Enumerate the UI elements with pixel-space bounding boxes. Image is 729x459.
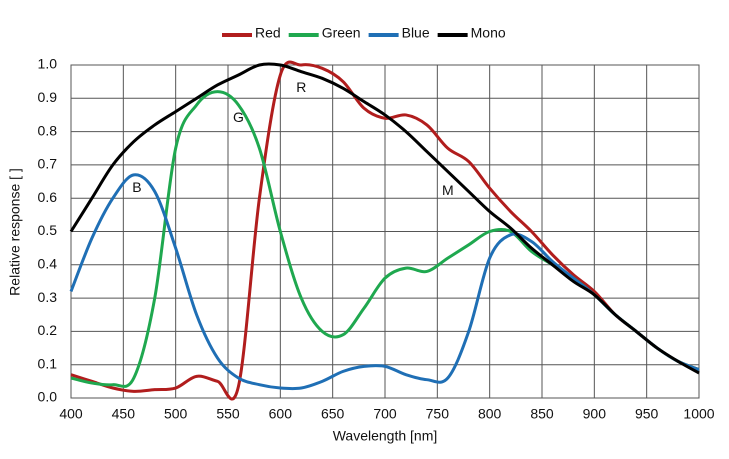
series-line (69, 62, 700, 375)
x-axis-label: Wavelength [nm] (333, 428, 438, 444)
x-tick-label: 900 (583, 406, 607, 422)
annotation: R (296, 79, 306, 95)
legend-label: Blue (402, 25, 430, 41)
x-tick-label: 700 (373, 406, 397, 422)
legend-label: Red (255, 25, 281, 41)
x-tick-label: 850 (530, 406, 554, 422)
x-tick-label: 950 (635, 406, 659, 422)
y-tick-label: 0.1 (38, 355, 58, 371)
y-tick-label: 0.9 (38, 89, 58, 105)
x-tick-label: 400 (59, 406, 83, 422)
x-tick-label: 550 (216, 406, 240, 422)
x-tick-label: 1000 (683, 406, 714, 422)
x-tick-label: 450 (112, 406, 136, 422)
y-tick-label: 0.2 (38, 322, 58, 338)
y-tick-label: 0.0 (38, 389, 58, 405)
series-line (70, 60, 700, 401)
x-tick-label: 500 (164, 406, 188, 422)
x-tick-label: 600 (269, 406, 293, 422)
y-tick-label: 0.4 (38, 256, 58, 272)
annotation: M (442, 182, 454, 198)
legend-label: Mono (471, 25, 506, 41)
annotation: G (233, 109, 244, 125)
y-tick-label: 1.0 (38, 56, 58, 72)
legend-label: Green (322, 25, 361, 41)
y-tick-label: 0.3 (38, 289, 58, 305)
x-tick-label: 750 (426, 406, 450, 422)
y-tick-label: 0.7 (38, 156, 58, 172)
y-tick-label: 0.5 (38, 222, 58, 238)
annotation: B (132, 179, 141, 195)
x-tick-label: 650 (321, 406, 345, 422)
x-tick-label: 800 (478, 406, 502, 422)
y-axis-label: Relative response [ ] (7, 168, 23, 296)
y-tick-label: 0.8 (38, 122, 58, 138)
y-tick-label: 0.6 (38, 189, 58, 205)
